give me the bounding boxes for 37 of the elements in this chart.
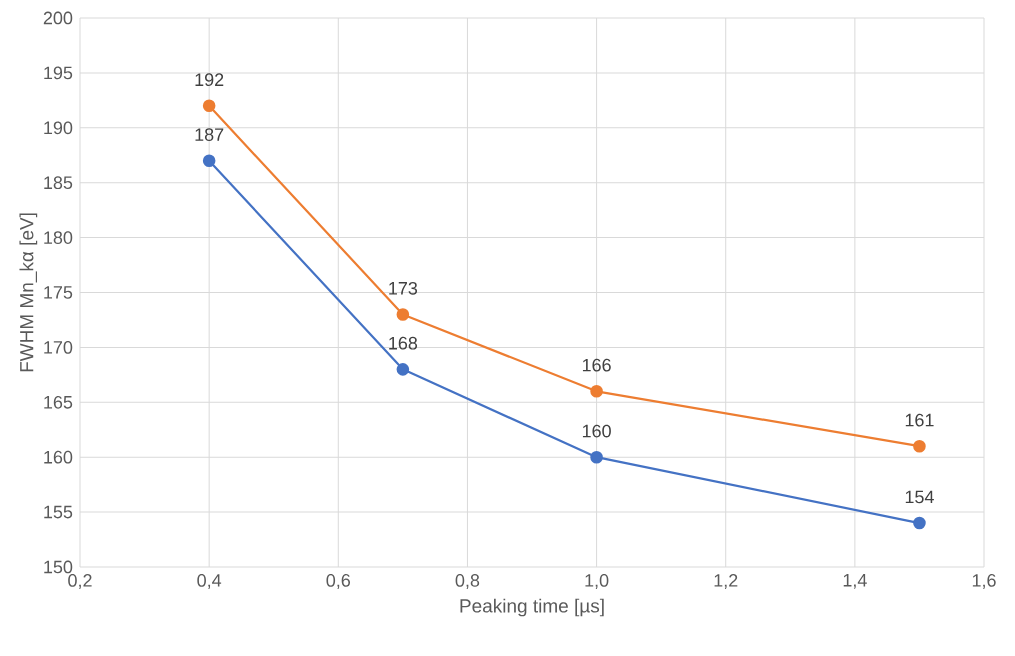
point [396,308,410,321]
point [590,385,603,398]
y-tick-label: 160 [44,450,73,464]
y-tick-label: 200 [43,11,73,25]
y-tick-label: 165 [44,395,73,409]
y-tick-label: 185 [44,176,73,190]
data-label: 168 [389,336,418,350]
y-tick-label: 190 [44,121,73,135]
y-tick-label: 180 [44,231,73,244]
x-tick-label: 1,4 [843,574,867,589]
x-tick-label: 0,4 [197,574,222,589]
data-label: 192 [195,73,224,87]
x-tick-label: 1,6 [972,574,996,589]
data-label: 161 [905,413,934,427]
point [913,516,926,530]
x-tick-label: 0,2 [68,574,92,589]
y-axis-title: FWHM Mn_kα [eV] [19,213,38,372]
x-tick-label: 1,0 [585,574,609,589]
point [396,363,410,376]
x-tick-label: 0,8 [455,574,480,589]
point [913,439,926,453]
y-tick-label: 195 [44,66,73,80]
data-label: 160 [582,424,611,438]
y-tick-label: 170 [44,341,73,354]
point [590,450,603,464]
data-label: 154 [905,490,934,504]
point [202,99,216,113]
y-tick-label: 155 [44,505,73,519]
x-axis-title: Peaking time [µs] [460,598,604,617]
x-tick-label: 0,6 [326,574,351,589]
data-label: 166 [582,358,611,372]
data-label: 187 [195,128,224,141]
data-label: 173 [389,281,418,295]
y-tick-label: 175 [44,286,73,299]
y-tick-label: 150 [44,560,73,574]
x-tick-label: 1,2 [714,574,738,589]
point [202,154,216,168]
